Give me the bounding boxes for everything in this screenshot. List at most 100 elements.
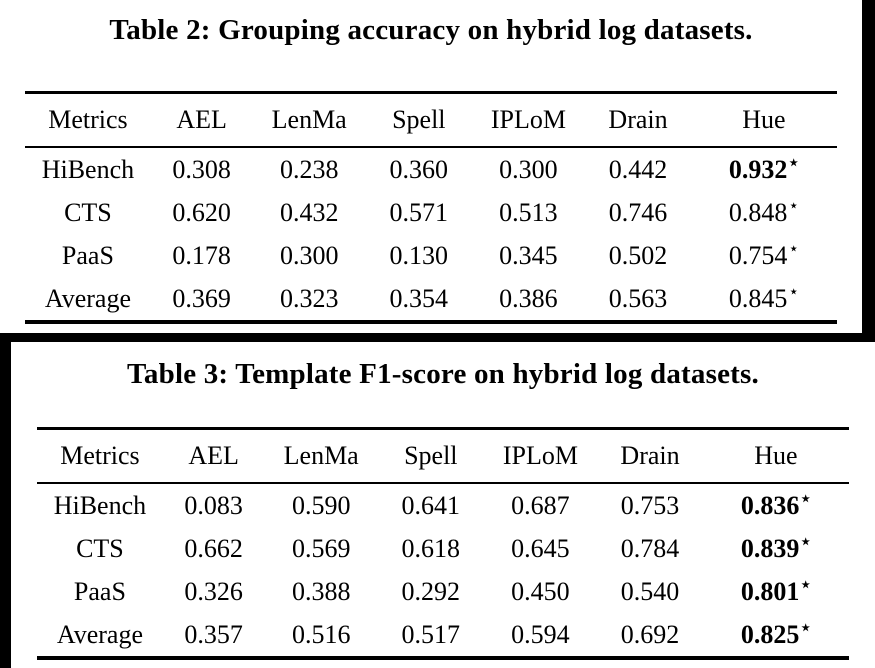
significance-star-icon: ⋆ — [788, 153, 799, 173]
significance-star-icon: ⋆ — [788, 196, 799, 216]
column-header-metrics: Metrics — [25, 91, 151, 149]
value-cell: 0.130 — [366, 234, 472, 277]
value-text: 0.323 — [279, 283, 339, 313]
value-cell: 0.784 — [597, 527, 703, 570]
value-cell: 0.292 — [378, 570, 484, 613]
value-cell: 0.801⋆ — [703, 570, 849, 613]
value-cell: 0.836⋆ — [703, 483, 849, 527]
value-text: 0.178 — [172, 240, 231, 270]
value-text: 0.825 — [740, 619, 800, 649]
value-text: 0.641 — [401, 490, 461, 520]
value-cell: 0.517 — [378, 613, 484, 661]
column-header-spell: Spell — [378, 427, 484, 485]
value-text: 0.645 — [511, 533, 570, 563]
value-text: 0.238 — [279, 154, 339, 184]
value-text: 0.360 — [389, 154, 449, 184]
value-cell: 0.692 — [597, 613, 703, 661]
column-header-iplom: IPLoM — [471, 91, 586, 149]
value-cell: 0.083 — [163, 483, 265, 527]
table-row: PaaS 0.326 0.388 0.292 0.450 0.540 0.801⋆ — [37, 570, 849, 613]
value-text: 0.687 — [511, 490, 570, 520]
value-text: 0.369 — [172, 283, 231, 313]
value-cell: 0.502 — [585, 234, 691, 277]
value-cell: 0.354 — [366, 277, 472, 325]
significance-star-icon: ⋆ — [788, 239, 799, 259]
value-cell: 0.357 — [162, 613, 265, 661]
row-label: CTS — [76, 533, 124, 563]
value-cell: 0.641 — [378, 483, 484, 527]
column-header-lenma: LenMa — [252, 91, 367, 149]
window-frame-right — [862, 0, 875, 342]
value-cell: 0.563 — [585, 277, 691, 325]
value-text: 0.357 — [184, 619, 243, 649]
value-cell: 0.178 — [151, 234, 253, 277]
value-cell: 0.388 — [264, 570, 378, 613]
value-cell: 0.932⋆ — [691, 147, 837, 191]
table2-section: Table 2: Grouping accuracy on hybrid log… — [0, 0, 862, 333]
value-text: 0.300 — [279, 240, 339, 270]
value-cell: 0.300 — [472, 147, 586, 191]
value-text: 0.540 — [620, 576, 680, 606]
table-row: HiBench 0.308 0.238 0.360 0.300 0.442 0.932⋆ — [25, 147, 837, 191]
value-text: 0.354 — [389, 283, 449, 313]
row-label: Average — [25, 277, 151, 325]
value-text: 0.130 — [389, 240, 449, 270]
table3-caption: Table 3: Template F1-score on hybrid log… — [127, 358, 759, 390]
header-row: Metrics AEL LenMa Spell IPLoM Drain Hue — [25, 91, 837, 149]
value-cell: 0.516 — [264, 613, 379, 661]
value-text: 0.442 — [608, 154, 668, 184]
row-label: HiBench — [53, 490, 147, 520]
value-cell: 0.571 — [366, 191, 472, 234]
value-text: 0.516 — [291, 619, 351, 649]
value-text: 0.692 — [620, 619, 680, 649]
value-cell: 0.450 — [484, 570, 598, 613]
value-cell: 0.345 — [472, 234, 586, 277]
header-row: Metrics AEL LenMa Spell IPLoM Drain Hue — [37, 427, 849, 485]
value-text: 0.326 — [184, 576, 243, 606]
value-cell: 0.569 — [264, 527, 378, 570]
value-cell: 0.590 — [264, 483, 378, 527]
value-cell: 0.687 — [484, 483, 598, 527]
table-row: Average 0.357 0.516 0.517 0.594 0.692 0.825⋆ — [37, 613, 849, 661]
value-cell: 0.754⋆ — [691, 234, 837, 277]
value-text: 0.432 — [279, 197, 339, 227]
value-text: 0.754 — [728, 240, 788, 270]
table-row: HiBench 0.083 0.590 0.641 0.687 0.753 0.836⋆ — [37, 483, 849, 527]
value-text: 0.784 — [620, 533, 680, 563]
value-text: 0.388 — [291, 576, 351, 606]
significance-star-icon: ⋆ — [800, 489, 811, 509]
significance-star-icon: ⋆ — [800, 575, 811, 595]
value-text: 0.662 — [184, 533, 243, 563]
value-text: 0.746 — [608, 197, 668, 227]
value-text: 0.618 — [401, 533, 461, 563]
column-header-hue: Hue — [702, 427, 849, 485]
window-frame-left — [0, 333, 11, 668]
value-text: 0.594 — [511, 619, 570, 649]
column-header-ael: AEL — [162, 427, 265, 485]
value-text: 0.308 — [172, 154, 231, 184]
table-row: CTS 0.662 0.569 0.618 0.645 0.784 0.839⋆ — [37, 527, 849, 570]
table-row: CTS 0.620 0.432 0.571 0.513 0.746 0.848⋆ — [25, 191, 837, 234]
value-cell: 0.386 — [471, 277, 586, 325]
value-cell: 0.323 — [252, 277, 367, 325]
value-cell: 0.238 — [252, 147, 366, 191]
value-text: 0.836 — [740, 490, 800, 520]
grouping-accuracy-table: Metrics AEL LenMa Spell IPLoM Drain Hue HiBenc… — [25, 91, 837, 325]
column-header-spell: Spell — [366, 91, 472, 149]
row-label: Average — [37, 613, 163, 661]
column-header-drain: Drain — [585, 91, 691, 149]
table-row: PaaS 0.178 0.300 0.130 0.345 0.502 0.754⋆ — [25, 234, 837, 277]
significance-star-icon: ⋆ — [788, 282, 799, 302]
table-row: Average 0.369 0.323 0.354 0.386 0.563 0.845⋆ — [25, 277, 837, 325]
column-header-drain: Drain — [597, 427, 703, 485]
value-cell: 0.360 — [366, 147, 472, 191]
value-cell: 0.645 — [484, 527, 598, 570]
value-cell: 0.662 — [163, 527, 265, 570]
value-cell: 0.369 — [150, 277, 253, 325]
value-cell: 0.540 — [597, 570, 703, 613]
value-text: 0.345 — [499, 240, 558, 270]
value-cell: 0.746 — [585, 191, 691, 234]
value-cell: 0.753 — [597, 483, 703, 527]
value-text: 0.513 — [499, 197, 558, 227]
row-label: HiBench — [41, 154, 135, 184]
